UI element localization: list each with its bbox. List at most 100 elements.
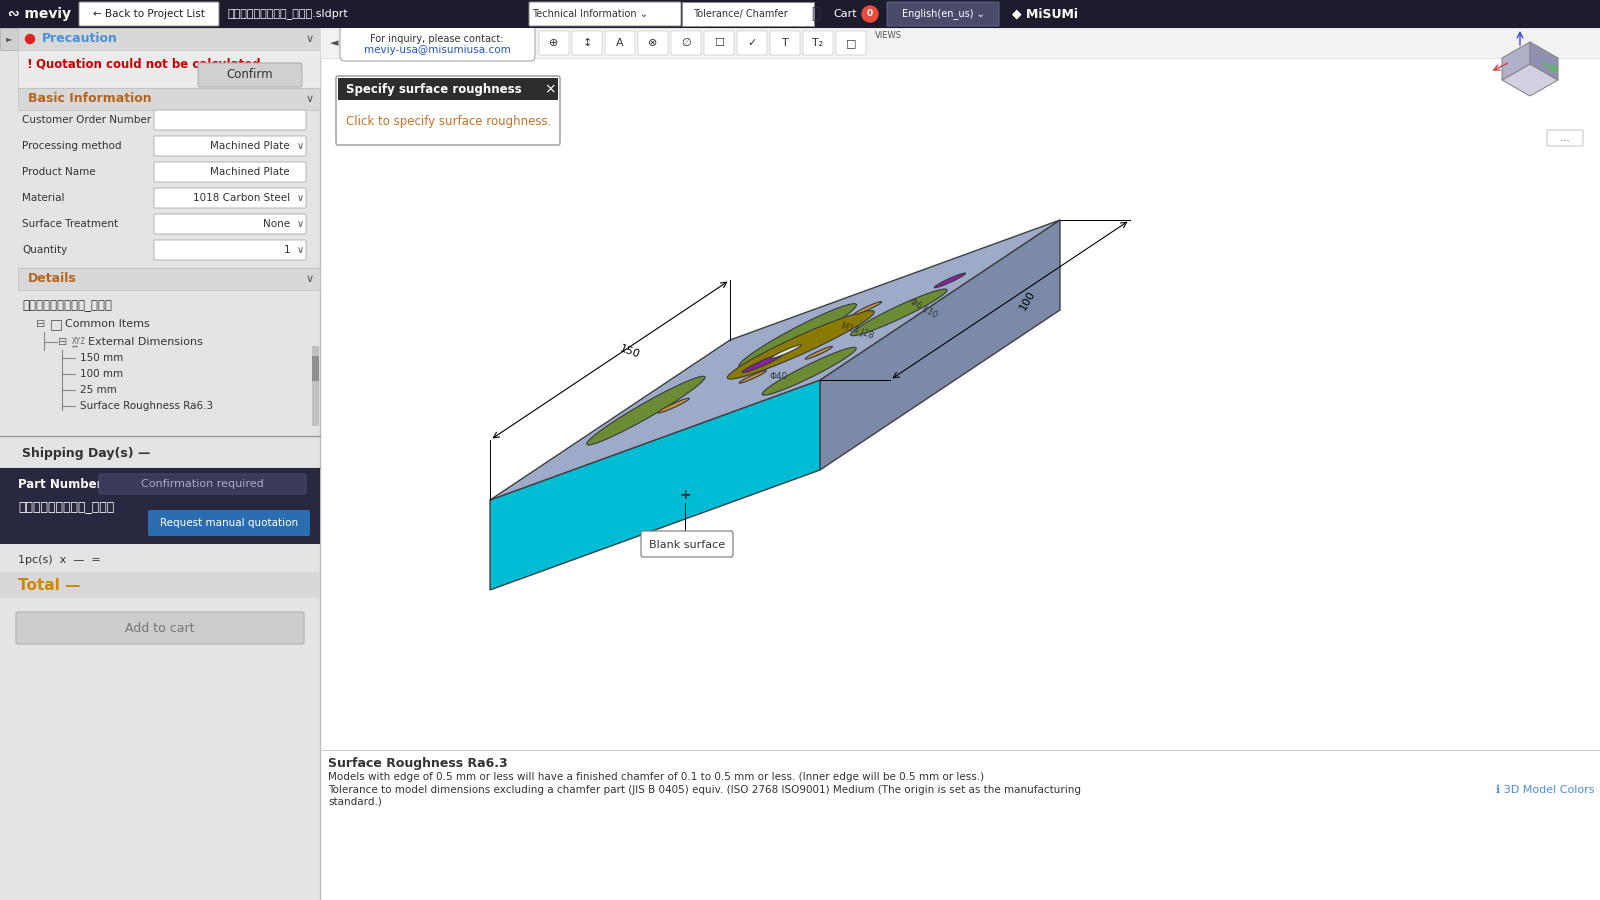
Text: ⊟: ⊟ [58,337,67,347]
FancyBboxPatch shape [154,110,306,130]
Text: +: + [678,488,691,502]
Text: ►: ► [6,34,13,43]
Text: □: □ [50,317,62,331]
Text: Common Items: Common Items [66,319,150,329]
Text: Tolerance to model dimensions excluding a chamfer part (JIS B 0405) equiv. (ISO : Tolerance to model dimensions excluding … [328,785,1082,795]
FancyBboxPatch shape [642,531,733,557]
FancyBboxPatch shape [886,2,998,26]
Text: ∨: ∨ [306,274,314,284]
FancyBboxPatch shape [154,136,306,156]
Text: Material: Material [22,193,64,203]
FancyBboxPatch shape [605,31,635,55]
Text: ◆ MiSUMi: ◆ MiSUMi [1013,7,1078,21]
Text: Click to specify surface roughness.: Click to specify surface roughness. [346,114,552,128]
Text: 0: 0 [867,10,874,19]
Text: 100 mm: 100 mm [80,369,123,379]
Text: ×: × [544,82,555,96]
Text: meviy-usa@misumiusa.com: meviy-usa@misumiusa.com [363,45,510,55]
Text: ∨: ∨ [296,141,304,151]
Text: Shipping Day(s) —: Shipping Day(s) — [22,447,150,461]
Polygon shape [490,220,1059,500]
Text: External Dimensions: External Dimensions [88,337,203,347]
Text: Basic Information: Basic Information [29,93,152,105]
Bar [0,28,18,50]
Bar [18,28,320,50]
Text: Tolerance/ Chamfer: Tolerance/ Chamfer [693,9,787,19]
Polygon shape [658,398,690,413]
Text: Part Number: Part Number [18,478,102,491]
Text: ...: ... [1560,133,1571,143]
Text: ∨: ∨ [306,94,314,104]
Text: 25 mm: 25 mm [80,385,117,395]
Text: Machined Plate: Machined Plate [210,141,290,151]
Text: ∨: ∨ [296,245,304,255]
Text: VIEWS: VIEWS [875,32,902,40]
Text: Surface Treatment: Surface Treatment [22,219,118,229]
Text: Models with edge of 0.5 mm or less will have a finished chamfer of 0.1 to 0.5 mm: Models with edge of 0.5 mm or less will … [328,772,984,782]
Polygon shape [490,380,819,590]
FancyBboxPatch shape [539,31,570,55]
Text: Φ6 ℇ10: Φ6 ℇ10 [907,297,938,320]
Text: 1: 1 [283,245,290,255]
Bar [320,28,1600,58]
Bar [312,346,318,426]
Polygon shape [819,220,1059,470]
FancyBboxPatch shape [339,25,534,61]
Text: Confirm: Confirm [227,68,274,82]
Text: ∨: ∨ [306,34,314,44]
Bar [18,50,320,88]
Text: ⊟: ⊟ [35,319,45,329]
Bar [338,78,558,100]
Text: ⌕: ⌕ [811,6,821,22]
Text: Machined Plate: Machined Plate [210,167,290,177]
Text: ∨: ∨ [296,193,304,203]
Bar [0,0,1600,28]
Text: T: T [782,38,789,48]
Text: Request manual quotation: Request manual quotation [160,518,298,528]
FancyBboxPatch shape [530,2,682,26]
Text: 150 mm: 150 mm [80,353,123,363]
Polygon shape [851,289,947,336]
FancyBboxPatch shape [78,2,219,26]
Text: Total —: Total — [18,579,80,593]
Text: Blank surface: Blank surface [650,540,725,550]
Text: Quantity: Quantity [22,245,67,255]
Text: □: □ [846,38,856,48]
Text: ⊕: ⊕ [549,38,558,48]
Polygon shape [934,273,965,288]
FancyBboxPatch shape [1547,130,1582,146]
Polygon shape [805,346,832,359]
Bar [0,28,320,900]
Text: Precaution: Precaution [42,32,118,46]
FancyBboxPatch shape [154,188,306,208]
Text: Add to cart: Add to cart [125,622,195,634]
Text: Cart: Cart [834,9,858,19]
FancyBboxPatch shape [638,31,669,55]
Text: ⊗: ⊗ [648,38,658,48]
Text: None: None [262,219,290,229]
FancyBboxPatch shape [154,240,306,260]
Text: Φ40: Φ40 [770,373,787,382]
Polygon shape [728,310,874,379]
Text: A: A [616,38,624,48]
Text: For inquiry, please contact:: For inquiry, please contact: [370,34,504,44]
Text: Quotation could not be calculated.: Quotation could not be calculated. [35,58,266,70]
Circle shape [26,34,35,43]
Bar [18,268,320,290]
Text: Details: Details [29,273,77,285]
Polygon shape [739,371,766,383]
Text: T₂: T₂ [813,38,824,48]
Text: ∨: ∨ [296,219,304,229]
Text: M14 J28: M14 J28 [840,321,875,340]
Text: ☐: ☐ [714,38,723,48]
Text: Processing method: Processing method [22,141,122,151]
Text: ∅: ∅ [682,38,691,48]
Text: マニュアル用モデル_操作版: マニュアル用モデル_操作版 [18,500,114,514]
FancyBboxPatch shape [16,612,304,644]
Text: XYZ: XYZ [72,338,86,346]
FancyBboxPatch shape [99,474,306,494]
Text: Surface Roughness Ra6.3: Surface Roughness Ra6.3 [80,401,213,411]
Bar [0,468,320,544]
Text: ✓: ✓ [747,38,757,48]
Bar [312,356,318,381]
